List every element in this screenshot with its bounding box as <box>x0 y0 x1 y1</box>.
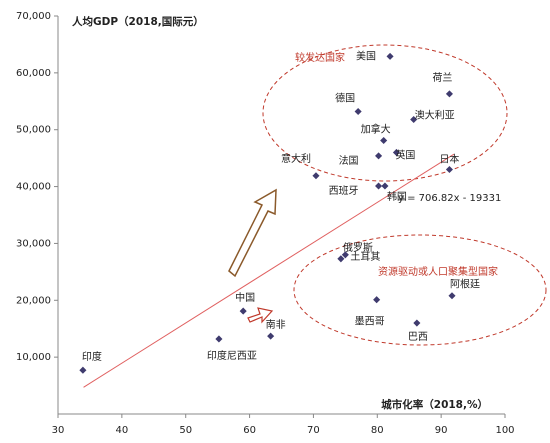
point-label: 英国 <box>395 148 415 161</box>
point-label: 加拿大 <box>361 123 391 136</box>
annotation: 资源驱动或人口聚集型国家 <box>378 265 498 278</box>
point <box>312 172 320 180</box>
point <box>410 115 418 124</box>
x-axis-title: 城市化率（2018,%） <box>381 398 488 411</box>
x-tick-label: 50 <box>179 425 192 436</box>
x-tick-label: 80 <box>371 425 384 436</box>
point-label: 中国 <box>235 291 255 304</box>
point <box>381 182 389 190</box>
y-tick-label: 10,000 <box>16 352 51 363</box>
point-label: 南非 <box>266 318 286 331</box>
point-label: 巴西 <box>408 331 428 343</box>
point-label: 土耳其 <box>350 250 380 263</box>
x-tick-label: 70 <box>307 425 320 436</box>
point-label: 法国 <box>339 154 359 167</box>
y-tick-label: 30,000 <box>16 238 51 249</box>
point <box>239 307 247 315</box>
point-label: 荷兰 <box>432 71 452 84</box>
x-tick-label: 60 <box>243 425 256 436</box>
point-label: 意大利 <box>281 152 311 165</box>
point-label: 印度 <box>82 350 102 363</box>
y-tick-label: 70,000 <box>16 11 51 22</box>
x-tick-label: 90 <box>435 425 448 436</box>
point <box>445 90 453 98</box>
y-axis-title: 人均GDP（2018,国际元） <box>72 15 204 28</box>
point-label: 德国 <box>335 92 355 105</box>
y-tick-label: 40,000 <box>16 182 51 193</box>
y-tick-label: 60,000 <box>16 68 51 79</box>
point-label: 印度尼西亚 <box>207 349 257 362</box>
point <box>79 366 87 374</box>
resource-ellipse <box>293 234 547 346</box>
point <box>445 165 453 174</box>
developed-ellipse <box>262 44 508 182</box>
x-tick-label: 30 <box>52 425 65 436</box>
point <box>215 335 223 343</box>
trend-line <box>83 153 455 388</box>
point-label: 俄罗斯 <box>343 241 373 254</box>
y-tick-label: 50,000 <box>16 125 51 136</box>
arrow <box>247 307 274 324</box>
point <box>375 182 383 190</box>
point-label: 韩国 <box>387 190 407 203</box>
point <box>337 255 345 263</box>
point <box>392 148 400 156</box>
point-label: 墨西哥 <box>355 316 385 328</box>
trend-label: y = 706.82x - 19331 <box>398 193 501 204</box>
point-label: 西班牙 <box>329 185 359 197</box>
point <box>267 332 275 340</box>
point <box>413 319 421 327</box>
point <box>373 296 381 304</box>
x-tick-label: 100 <box>495 425 514 436</box>
point-label: 阿根廷 <box>450 278 480 291</box>
point <box>375 152 383 160</box>
arrow <box>228 188 277 278</box>
point <box>448 292 456 300</box>
point-label: 日本 <box>439 153 459 166</box>
point-label: 澳大利亚 <box>415 108 455 121</box>
point-label: 美国 <box>356 49 376 62</box>
annotation: 较发达国家 <box>295 51 345 64</box>
y-tick-label: 20,000 <box>16 295 51 306</box>
point <box>354 107 362 116</box>
x-tick-label: 40 <box>115 425 128 436</box>
point <box>386 52 394 60</box>
point <box>380 136 388 145</box>
